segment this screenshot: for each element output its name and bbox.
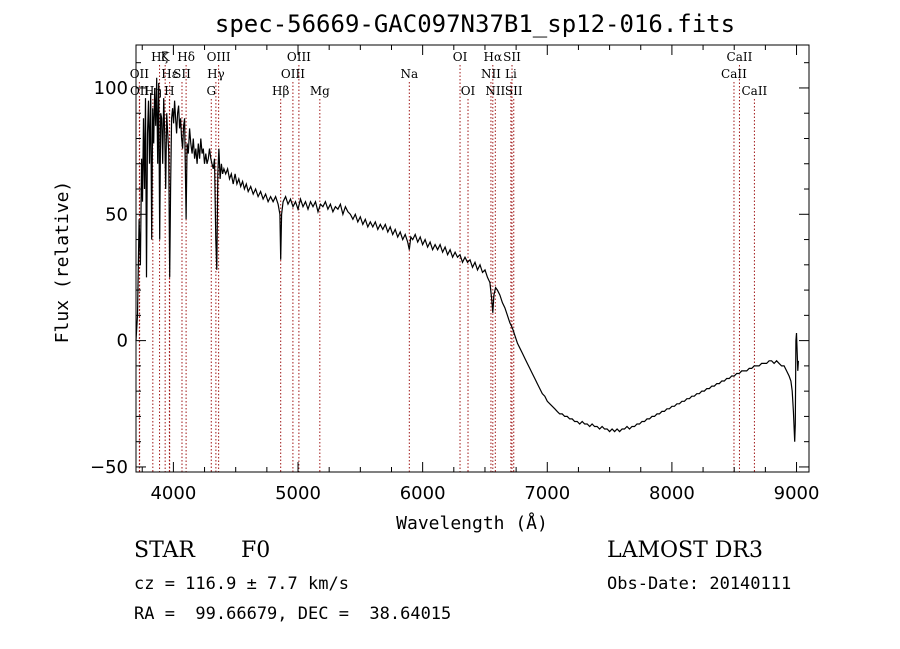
- survey-name: LAMOST DR3: [607, 538, 763, 563]
- line-marker-label-18: OI: [461, 84, 476, 98]
- line-marker-label-0: Hζ: [151, 50, 168, 64]
- object-subclass: F0: [241, 538, 271, 563]
- line-marker-label-12: Hβ: [272, 84, 289, 98]
- line-marker-label-27: CaII: [741, 84, 767, 98]
- x-tick-label-7000: 7000: [524, 483, 570, 504]
- x-tick-label-4000: 4000: [150, 483, 196, 504]
- line-marker-label-21: NII: [485, 84, 505, 98]
- ra-dec-coordinates: RA = 99.66679, DEC = 38.64015: [134, 604, 452, 624]
- x-tick-label-8000: 8000: [649, 483, 695, 504]
- line-marker-label-24: SII: [505, 84, 523, 98]
- x-axis-label: Wavelength (Å): [396, 512, 548, 534]
- line-marker-label-4: Hε: [161, 67, 178, 81]
- line-marker-label-7: SII: [173, 67, 191, 81]
- line-marker-label-22: SII: [503, 50, 521, 64]
- line-marker-label-1: OII: [130, 67, 150, 81]
- y-tick-label-50: 50: [105, 204, 128, 225]
- y-tick-label--50: −50: [90, 457, 128, 478]
- line-marker-label-17: OI: [453, 50, 468, 64]
- line-marker-label-19: Hα: [484, 50, 503, 64]
- object-class: STAR: [134, 538, 195, 563]
- line-marker-label-14: OIII: [281, 67, 305, 81]
- line-marker-label-13: OIII: [287, 50, 311, 64]
- line-marker-label-16: Na: [400, 67, 418, 81]
- line-marker-label-5: K: [161, 50, 171, 64]
- line-marker-label-23: Li: [505, 67, 517, 81]
- x-tick-label-5000: 5000: [275, 483, 321, 504]
- x-tick-label-6000: 6000: [400, 483, 446, 504]
- plot-frame: [135, 44, 810, 473]
- line-marker-label-8: Hδ: [177, 50, 195, 64]
- line-marker-label-10: Hγ: [207, 67, 225, 81]
- y-axis-label: Flux (relative): [52, 181, 73, 344]
- line-marker-label-20: NII: [481, 67, 501, 81]
- spectrum-line: [135, 77, 799, 442]
- chart-title: spec-56669-GAC097N37B1_sp12-016.fits: [215, 10, 735, 38]
- observation-date: Obs-Date: 20140111: [607, 574, 792, 594]
- line-marker-label-6: H: [164, 84, 174, 98]
- line-marker-label-11: G: [206, 84, 216, 98]
- y-tick-label-0: 0: [117, 331, 128, 352]
- axis-ticks: 4000 5000 6000 7000 8000 9000 −50 0 50 100: [90, 45, 819, 504]
- redshift-velocity: cz = 116.9 ± 7.7 km/s: [134, 574, 349, 594]
- x-tick-label-9000: 9000: [774, 483, 820, 504]
- line-marker-label-26: CaII: [721, 67, 747, 81]
- line-marker-label-9: OIII: [207, 50, 231, 64]
- line-marker-label-15: Mg: [310, 84, 330, 98]
- y-tick-label-100: 100: [94, 78, 128, 99]
- line-marker-label-25: CaII: [727, 50, 753, 64]
